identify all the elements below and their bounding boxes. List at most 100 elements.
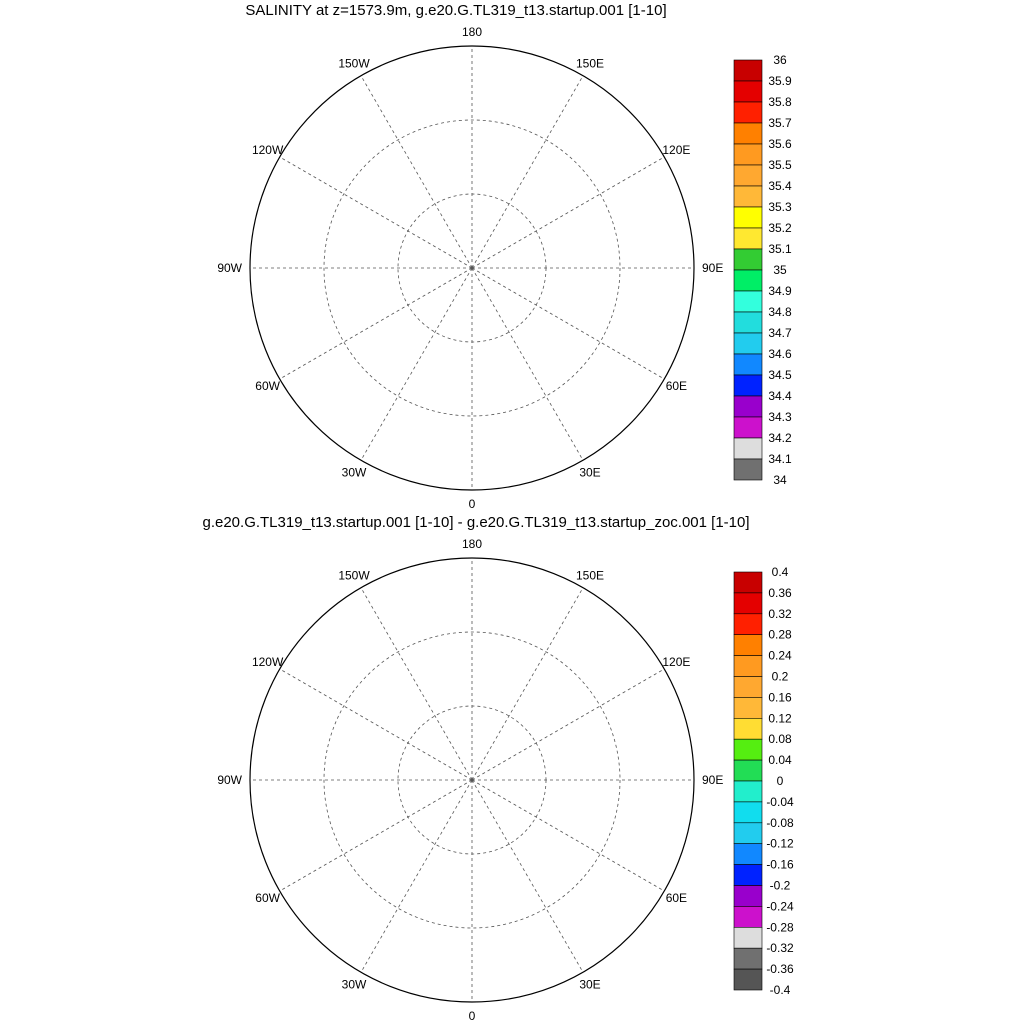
colorbar-label: -0.28 [766,920,794,934]
meridian-line [279,156,473,269]
longitude-label: 30E [579,977,600,991]
longitude-label: 0 [469,497,476,511]
colorbar-label: -0.12 [766,837,794,851]
salinity-region-3 [326,422,376,458]
colorbar-label: 35 [773,263,787,277]
colorbar-label: 34.6 [768,347,792,361]
longitude-label: 180 [462,537,482,551]
colorbar-swatch [733,101,763,124]
colorbar-label: 0.12 [768,711,792,725]
colorbar-swatch [733,206,763,229]
salinity-region-1 [330,308,360,352]
colorbar-swatch [733,634,763,656]
coastline-6 [432,408,462,478]
longitude-label: 90W [217,773,242,787]
colorbar-label: 35.4 [768,179,792,193]
coastline-2 [272,850,412,960]
colorbar-label: 0.2 [772,670,789,684]
colorbar-swatch [733,437,763,460]
colorbar-swatch [733,926,763,949]
colorbar-swatch [733,759,763,782]
coastline-3 [532,118,662,208]
meridian-line [471,267,665,380]
longitude-label: 60W [255,379,280,393]
longitude-label: 150W [338,57,370,71]
coastline-6 [432,920,462,990]
latitude-circle [323,631,621,929]
longitude-label: 120E [662,655,690,669]
coastline-0 [262,58,462,208]
colorbar-label: 35.8 [768,95,792,109]
meridian-line [279,668,473,781]
colorbar-label: -0.2 [770,879,791,893]
colorbar-swatch [733,416,763,439]
colorbar-label: 35.6 [768,137,792,151]
longitude-label: 30W [342,465,367,479]
coastline-1 [250,268,432,328]
colorbar-swatch [733,353,763,376]
colorbar-swatch [733,613,763,635]
panel-1-map: 180 150E 120E 90E 60E 30E 0 30W 60W 90W 120W 150W [217,25,723,511]
colorbar-label: 0.04 [768,753,792,767]
colorbar-swatch [733,697,763,719]
colorbar-label: 0.4 [772,565,789,579]
panel-2-colorbar: 0.4 0.36 0.32 0.28 0.24 0.2 0.16 0.12 0.08 0.04 0 -… [733,565,794,997]
colorbar-swatch [733,738,763,761]
meridian-line [279,779,473,892]
colorbar-swatch [733,164,763,187]
colorbar-label: 34.2 [768,431,792,445]
longitude-label: 60E [666,891,687,905]
colorbar-label: 34.4 [768,389,792,403]
colorbar-swatch [733,676,763,698]
coastline-0 [262,570,462,720]
colorbar-swatch [733,780,763,803]
longitude-label: 120W [252,655,284,669]
colorbar-label: 34 [773,473,787,487]
meridian-line [471,267,584,461]
colorbar-swatch [733,185,763,208]
colorbar-label: -0.04 [766,795,794,809]
colorbar-label: 0.08 [768,732,792,746]
colorbar-swatch [733,717,763,740]
colorbar-label: -0.16 [766,858,794,872]
colorbar-swatch [733,227,763,250]
colorbar-label: 35.9 [768,74,792,88]
meridian-line [360,267,473,461]
colorbar-label: 0 [777,774,784,788]
colorbar-swatch [733,885,763,907]
meridian-line [360,75,473,269]
colorbar-label: -0.4 [770,983,791,997]
colorbar-swatch [733,122,763,145]
meridian-line [471,156,665,269]
colorbar-swatch [733,655,763,677]
meridian-line [471,779,584,973]
longitude-label: 60E [666,379,687,393]
longitude-label: 30E [579,465,600,479]
longitude-label: 60W [255,891,280,905]
colorbar-swatch [733,374,763,397]
colorbar-label: -0.36 [766,962,794,976]
colorbar-swatch [733,968,763,991]
coastline-3 [532,630,662,720]
meridian-line [279,267,473,380]
colorbar-label: 34.1 [768,452,792,466]
salinity-region-2 [282,374,312,416]
meridian-line [471,75,584,269]
colorbar-label: 35.5 [768,158,792,172]
panel-1-title: SALINITY at z=1573.9m, g.e20.G.TL319_t13… [245,2,667,19]
colorbar-swatch [733,311,763,334]
colorbar-label: 34.7 [768,326,792,340]
colorbar-label: -0.08 [766,816,794,830]
longitude-label: 150E [576,569,604,583]
colorbar-swatch [733,906,763,928]
map-boundary [249,557,695,1003]
colorbar-swatch [733,571,763,594]
colorbar-label: 35.3 [768,200,792,214]
meridian-line [471,668,665,781]
meridian-line [360,587,473,781]
colorbar-label: 34.9 [768,284,792,298]
meridian-line [471,587,584,781]
salinity-region-0 [376,152,554,444]
colorbar-swatch [733,395,763,418]
colorbar-label: 0.32 [768,607,792,621]
